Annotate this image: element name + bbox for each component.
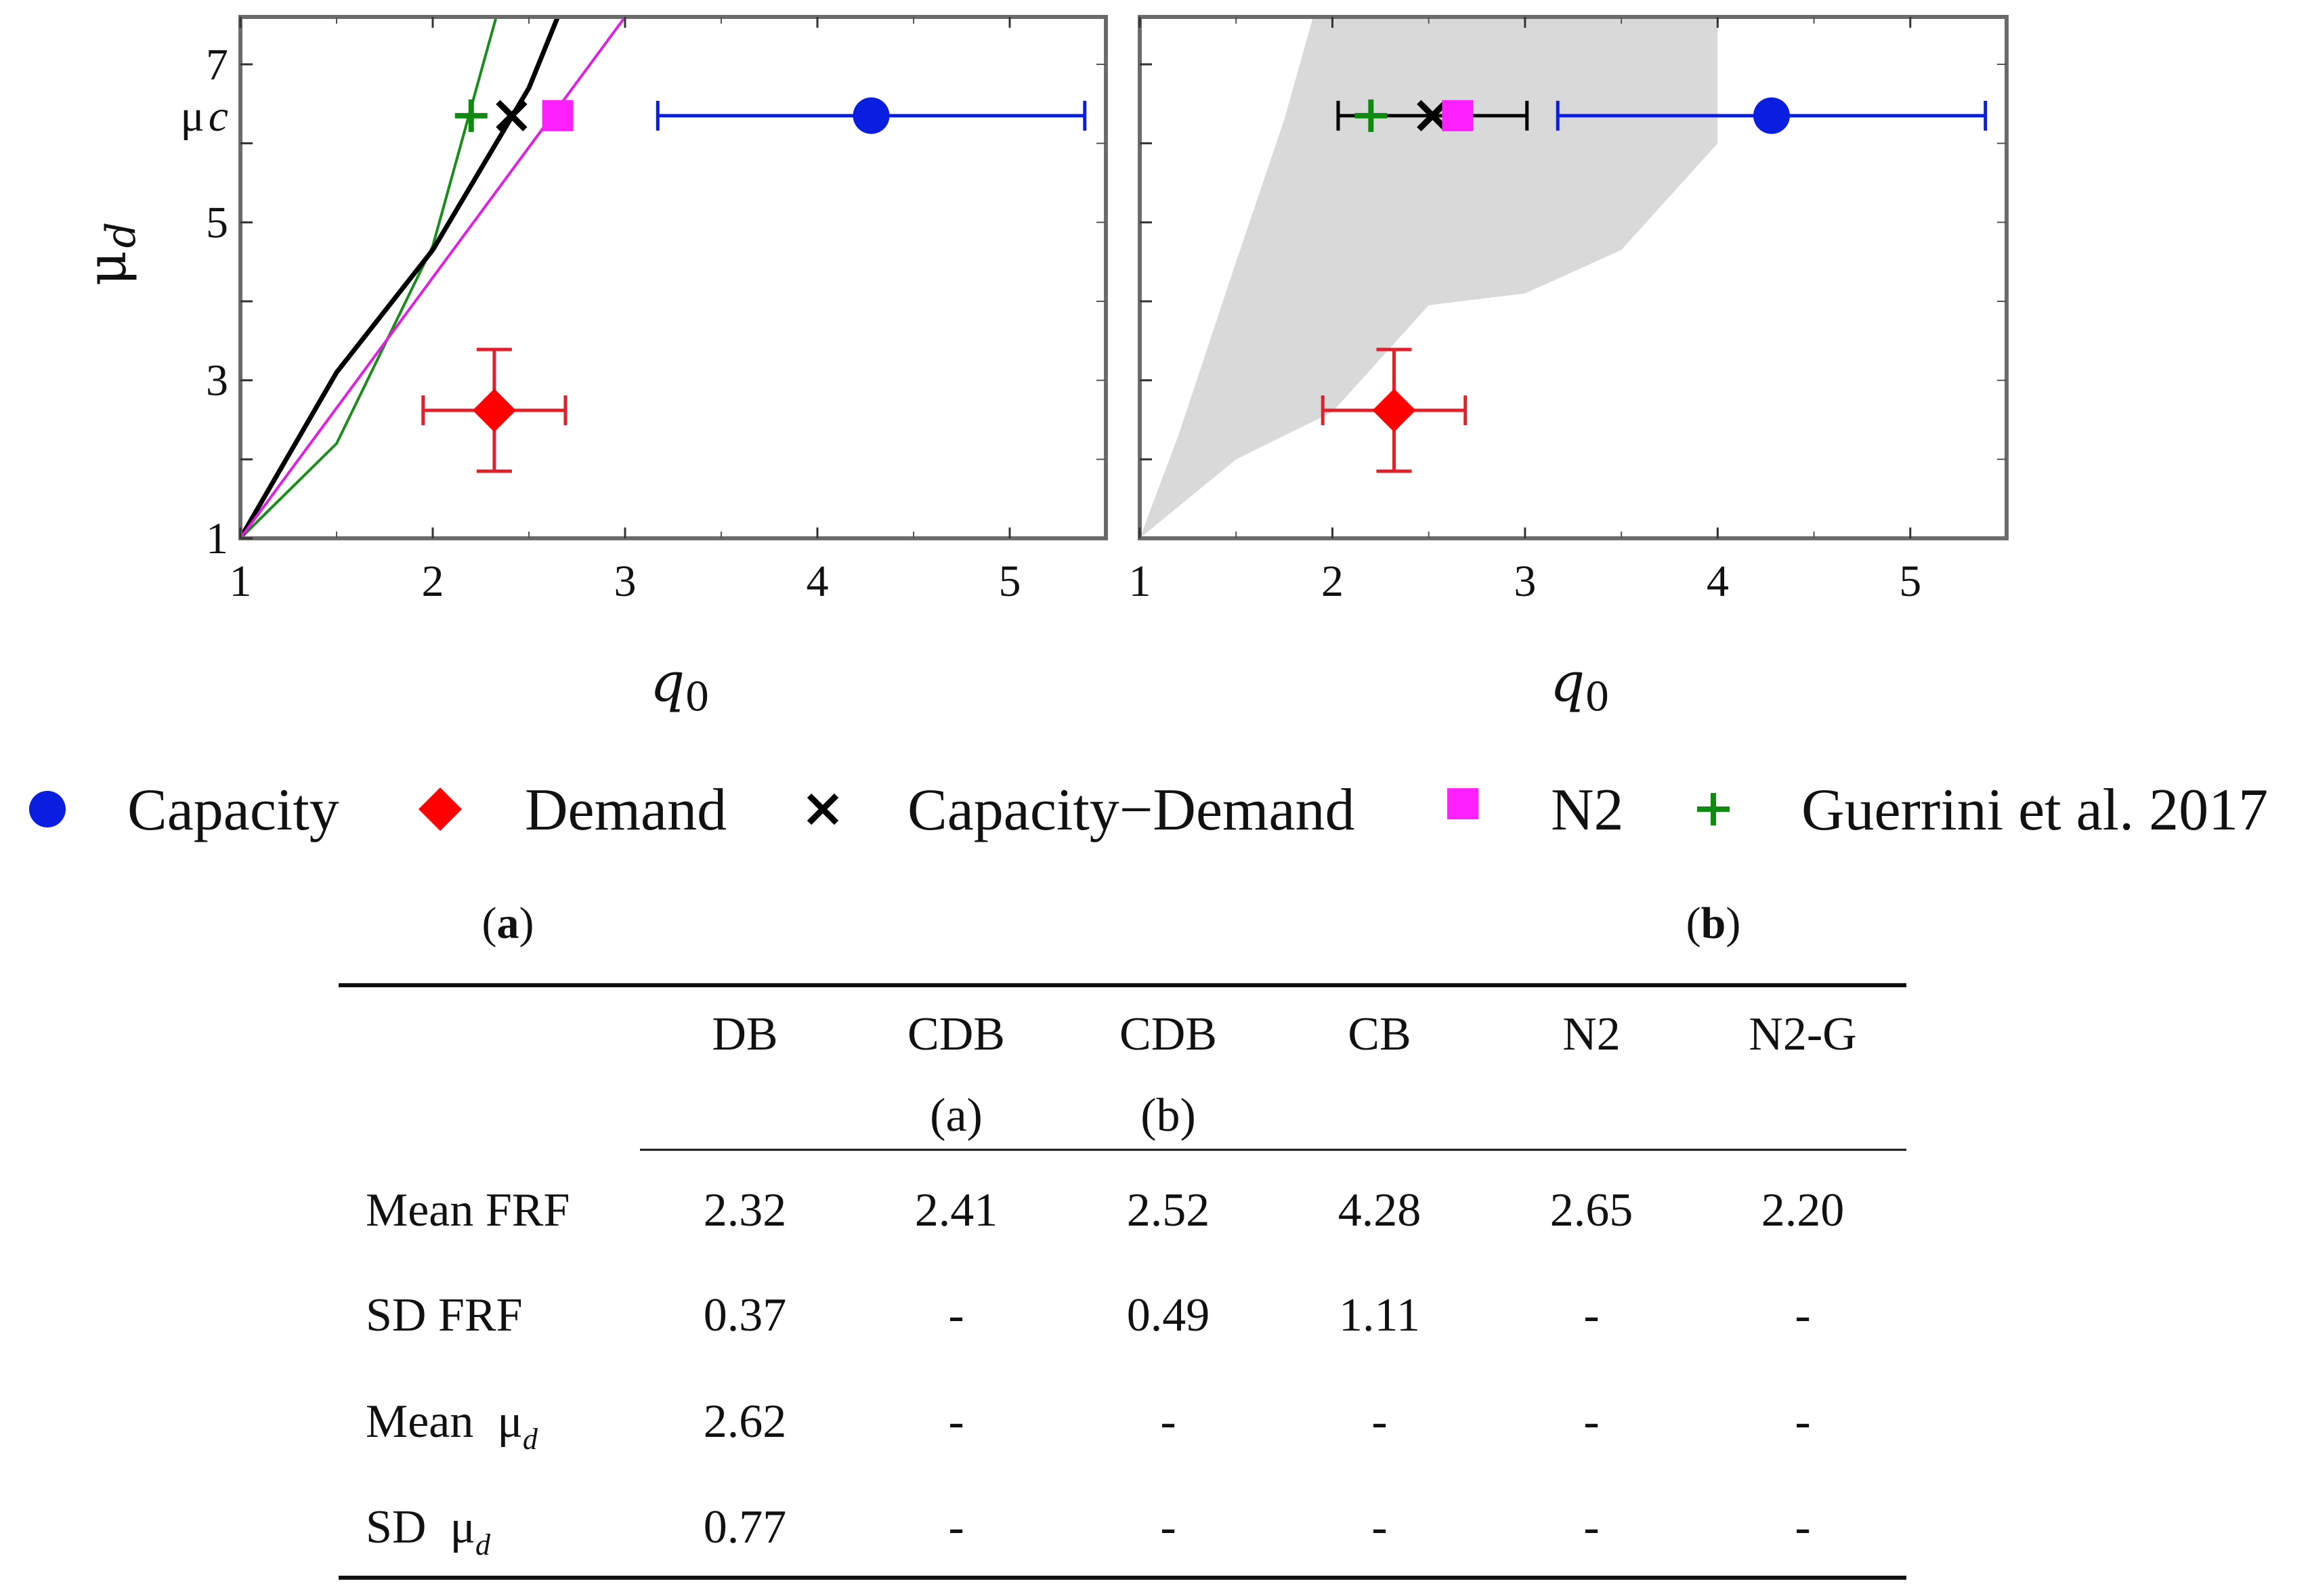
table-header: N2 — [1562, 1008, 1621, 1060]
table-cell: - — [1160, 1396, 1176, 1448]
table-header: DB — [712, 1008, 777, 1060]
plot-area-b — [1140, 17, 1718, 538]
x-tick-label: 5 — [999, 557, 1021, 606]
table-cell: - — [948, 1501, 964, 1553]
plot-area-a — [240, 17, 626, 538]
y-tick-label: 7 — [206, 40, 228, 89]
table-header-sub: (b) — [1140, 1090, 1196, 1142]
table-cell: - — [1795, 1501, 1810, 1553]
x-tick-label: 4 — [1707, 557, 1729, 606]
marker-guerrini-et-al-2017 — [1697, 793, 1730, 825]
table-cell: 0.37 — [704, 1289, 787, 1341]
table-cell: - — [1371, 1501, 1387, 1553]
table-row-label: Mean FRF — [366, 1184, 570, 1236]
x-tick-label: 2 — [422, 557, 444, 606]
marker-guerrini-et-al-2017 — [454, 99, 488, 132]
x-tick-label: 4 — [807, 557, 829, 606]
shaded-region — [1140, 17, 1718, 538]
table-row-label: Mean μd — [366, 1396, 538, 1456]
x-tick-label: 2 — [1321, 557, 1344, 606]
table-cell: 2.20 — [1761, 1184, 1845, 1236]
panel-labels: (a) (b) — [482, 899, 1741, 948]
legend-item: Capacity−Demand — [807, 777, 1355, 843]
legend-label: Capacity−Demand — [907, 777, 1355, 843]
table-cell: 2.41 — [915, 1184, 998, 1236]
magenta-curve — [240, 17, 626, 538]
table-row-label: SD FRF — [366, 1289, 523, 1341]
table-cell: 2.32 — [704, 1184, 787, 1236]
marker-capacity-demand — [496, 100, 528, 132]
table-cell: - — [1583, 1396, 1599, 1448]
y-tick-label: 1 — [206, 514, 228, 563]
legend-item: Guerrini et al. 2017 — [1697, 777, 2268, 843]
table-cell: - — [948, 1396, 964, 1448]
legend-label: Demand — [525, 777, 727, 843]
marker-n2 — [542, 100, 574, 131]
legend-label: Capacity — [127, 777, 339, 843]
table-cell: 2.52 — [1127, 1184, 1210, 1236]
table-cell: 1.11 — [1339, 1289, 1420, 1341]
plot-frame-b — [1138, 15, 2009, 540]
legend-label: Guerrini et al. 2017 — [1801, 777, 2268, 843]
x-tick-label: 3 — [1514, 557, 1536, 606]
table-cell: 0.77 — [704, 1501, 787, 1553]
x-tick-label: 1 — [230, 557, 252, 606]
legend-item: N2 — [1447, 777, 1624, 843]
marker-demand — [1372, 389, 1416, 432]
table-cell: - — [948, 1289, 964, 1341]
panel-label-a: (a) — [482, 899, 534, 948]
marker-n2 — [1447, 788, 1478, 819]
panel-b-plot: 1 2 3 4 5 q0 — [1129, 15, 2009, 720]
marker-capacity — [853, 97, 890, 134]
marker-demand — [472, 389, 516, 432]
panel-label-b: (b) — [1686, 899, 1741, 948]
table-cell: 4.28 — [1338, 1184, 1421, 1236]
marker-n2 — [1442, 100, 1474, 131]
table-header: CDB — [1119, 1008, 1217, 1060]
x-tick-label: 1 — [1129, 557, 1151, 606]
x-tick-label: 3 — [614, 557, 637, 606]
x-tick-label: 5 — [1899, 557, 1921, 606]
green-curve — [240, 17, 498, 538]
table-cell: 2.62 — [704, 1396, 787, 1448]
table-row-label: SD μd — [366, 1501, 491, 1561]
table-cell: 2.65 — [1550, 1184, 1633, 1236]
panel-a-plot: 1 2 3 4 5 1 3 5 7μc q0 μd — [75, 15, 1108, 720]
y-tick-label: 5 — [206, 198, 228, 247]
legend: Capacity Demand Capacity−Demand N2 Guerrini … — [29, 777, 2268, 843]
marker-capacity — [1753, 97, 1790, 134]
table-header: N2-G — [1749, 1008, 1856, 1060]
table-header: CB — [1348, 1008, 1411, 1060]
plot-frame-a — [238, 15, 1108, 540]
table-header-sub: (a) — [930, 1090, 983, 1142]
marker-demand — [419, 788, 462, 831]
marker-capacity-demand — [1417, 100, 1449, 132]
results-table: DB CDB (a) CDB (b) CB N2 N2-G Mean FRF 2.32 2.41 2.… — [339, 983, 1906, 1580]
legend-item: Capacity — [29, 777, 339, 843]
table-cell: - — [1583, 1501, 1599, 1553]
table-cell: 0.49 — [1127, 1289, 1210, 1341]
y-axis-label: μd — [75, 222, 145, 286]
marker-capacity — [29, 791, 66, 827]
y-marker-label: μc — [180, 91, 228, 141]
marker-capacity-demand — [807, 793, 839, 825]
legend-item: Demand — [419, 777, 727, 843]
table-cell: - — [1160, 1501, 1176, 1553]
black-curve — [240, 17, 560, 538]
table-header: CDB — [907, 1008, 1005, 1060]
x-axis-label: q0 — [650, 651, 710, 720]
x-axis-label: q0 — [1550, 651, 1610, 720]
table-cell: - — [1371, 1396, 1387, 1448]
y-tick-label: 3 — [206, 356, 228, 406]
marker-guerrini-et-al-2017 — [1354, 99, 1388, 132]
table-cell: - — [1583, 1289, 1599, 1341]
legend-label: N2 — [1551, 777, 1624, 843]
table-cell: - — [1795, 1396, 1810, 1448]
table-cell: - — [1795, 1289, 1810, 1341]
